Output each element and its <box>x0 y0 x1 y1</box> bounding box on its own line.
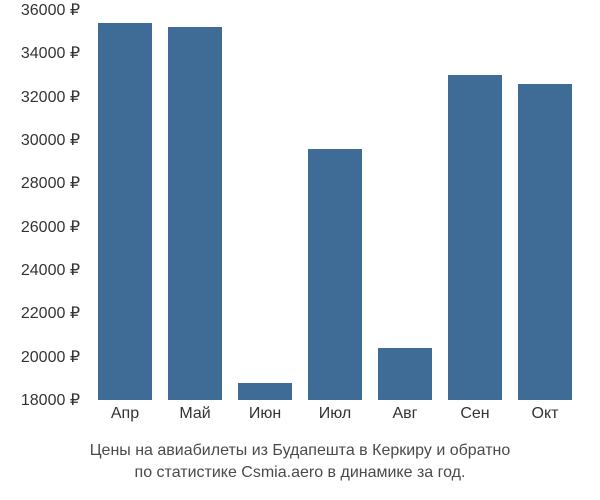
price-chart: 18000 ₽ 20000 ₽ 22000 ₽ 24000 ₽ 26000 ₽ 28000… <box>0 0 600 500</box>
y-tick-label: 18000 ₽ <box>21 390 80 410</box>
x-tick-label: Май <box>179 405 210 423</box>
x-tick-label: Июл <box>319 405 351 423</box>
caption-line-1: Цены на авиабилеты из Будапешта в Керкир… <box>0 442 600 460</box>
bar <box>238 383 293 400</box>
y-tick-label: 20000 ₽ <box>21 347 80 367</box>
x-tick-label: Окт <box>532 405 559 423</box>
x-axis: Апр Май Июн Июл Авг Сен Окт <box>90 405 580 430</box>
bar <box>98 23 153 400</box>
bar <box>308 149 363 400</box>
x-tick-label: Июн <box>249 405 281 423</box>
caption-line-2: по статистике Csmia.aero в динамике за г… <box>0 464 600 482</box>
plot-area <box>90 10 580 400</box>
y-tick-label: 36000 ₽ <box>21 0 80 20</box>
y-tick-label: 26000 ₽ <box>21 217 80 237</box>
bar <box>378 348 433 400</box>
y-tick-label: 30000 ₽ <box>21 130 80 150</box>
bar <box>448 75 503 400</box>
bar <box>518 84 573 400</box>
x-tick-label: Авг <box>392 405 417 423</box>
bar <box>168 27 223 400</box>
x-tick-label: Апр <box>111 405 139 423</box>
y-tick-label: 22000 ₽ <box>21 303 80 323</box>
x-tick-label: Сен <box>460 405 489 423</box>
y-tick-label: 24000 ₽ <box>21 260 80 280</box>
bars-group <box>90 10 580 400</box>
y-tick-label: 34000 ₽ <box>21 43 80 63</box>
y-tick-label: 32000 ₽ <box>21 87 80 107</box>
y-tick-label: 28000 ₽ <box>21 173 80 193</box>
y-axis: 18000 ₽20000 ₽22000 ₽24000 ₽26000 ₽28000… <box>0 10 85 400</box>
